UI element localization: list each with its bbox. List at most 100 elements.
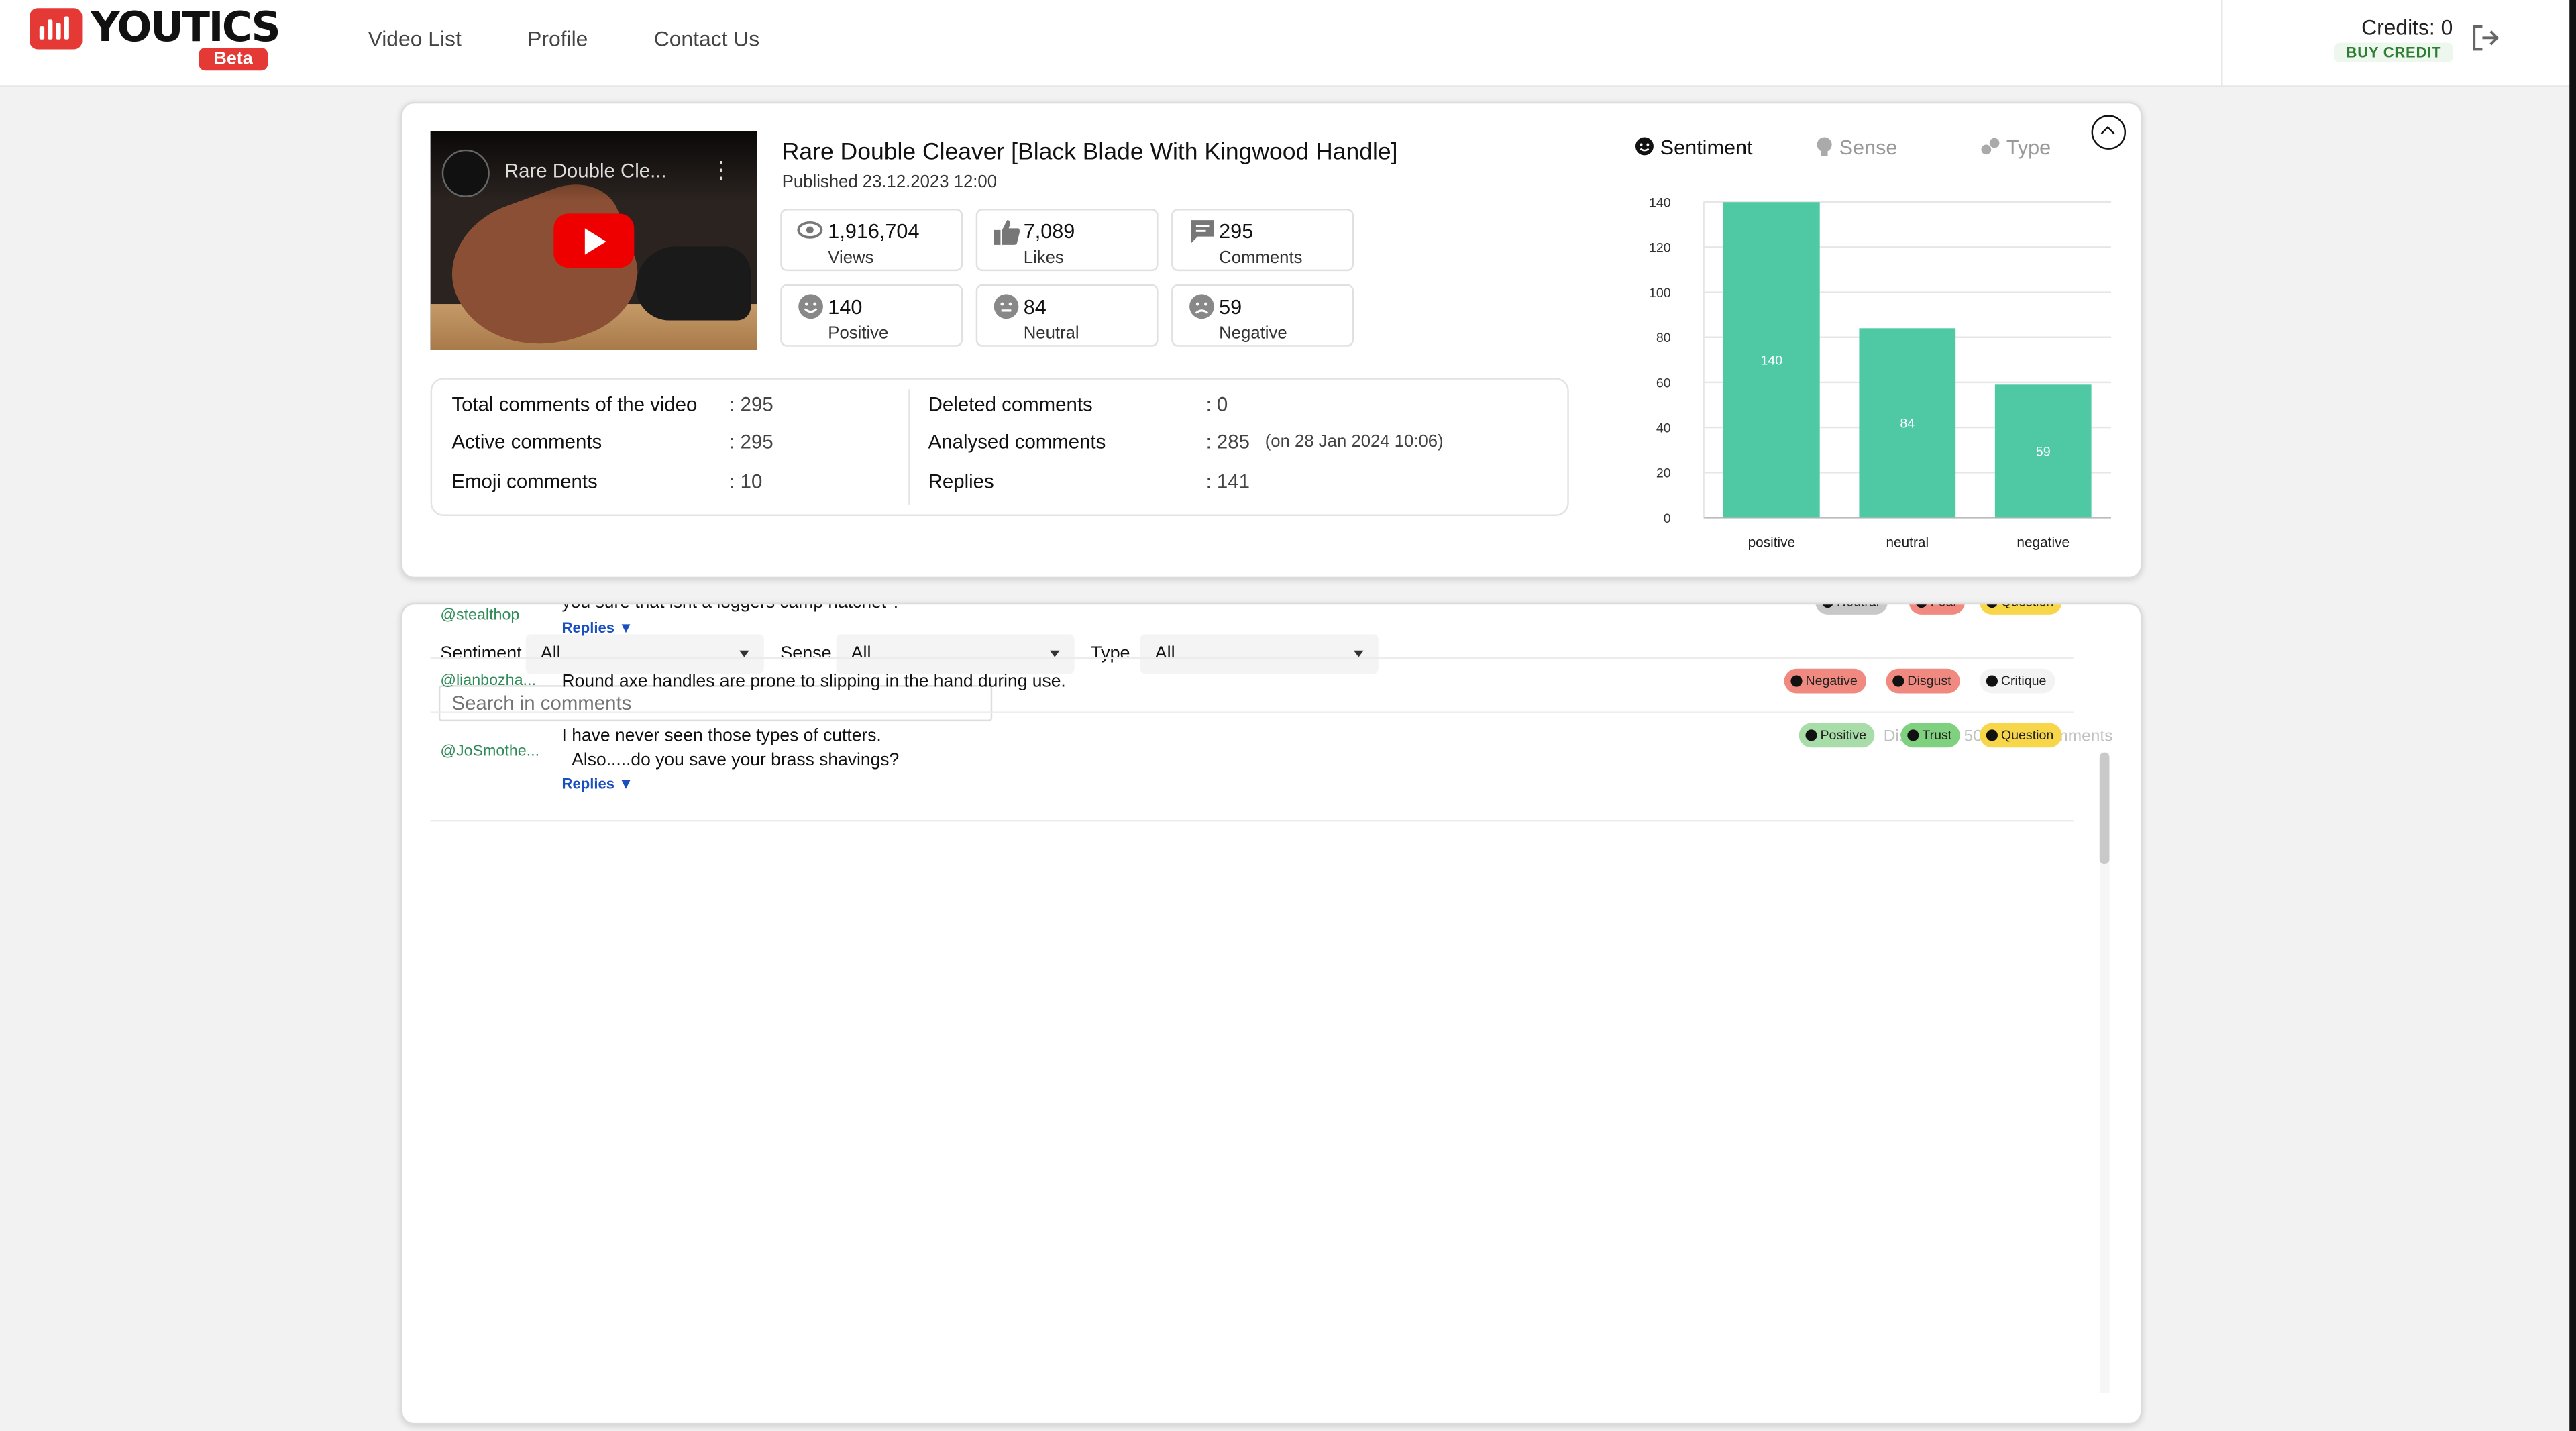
tab-sentiment[interactable]: Sentiment: [1635, 136, 1753, 160]
tab-sense[interactable]: Sense: [1815, 136, 1898, 160]
stat-positive: 140 Positive: [780, 284, 963, 347]
smile-icon: [1635, 137, 1654, 156]
shapes-icon: [1986, 604, 1998, 608]
tab-label: Type: [2006, 136, 2051, 160]
summary-label: Replies: [928, 470, 994, 493]
lightbulb-icon: [1915, 604, 1927, 608]
more-options-icon[interactable]: ⋮: [709, 156, 733, 182]
data-label: 140: [1761, 354, 1783, 368]
comment-text-line-2: Also.....do you save your brass shavings…: [572, 751, 900, 771]
chip-label: Fear: [1931, 604, 1957, 609]
comment-row: @JoSmothe... I have never seen those type…: [430, 711, 2074, 822]
stat-label: Comments: [1219, 248, 1303, 268]
stat-value: 7,089: [1023, 220, 1075, 244]
stat-likes: 7,089 Likes: [975, 209, 1159, 272]
stat-label: Negative: [1219, 323, 1287, 343]
stat-value: 84: [1023, 295, 1046, 319]
x-tick-label: positive: [1748, 535, 1796, 551]
summary-value: : 285: [1205, 430, 1250, 454]
chip-label: Neutral: [1837, 604, 1879, 609]
tab-label: Sense: [1839, 136, 1898, 160]
data-label: 84: [1900, 417, 1915, 431]
summary-value: : 295: [729, 392, 773, 416]
video-thumbnail[interactable]: Rare Double Cle... ⋮: [430, 131, 757, 350]
summary-value: : 10: [729, 470, 763, 493]
play-button-icon[interactable]: [553, 213, 635, 268]
stat-label: Positive: [828, 323, 889, 343]
select-value: All: [1155, 644, 1175, 664]
lightbulb-icon: [1892, 675, 1904, 687]
summary-label: Analysed comments: [928, 430, 1106, 454]
bar: [1994, 384, 2092, 518]
eye-icon: [797, 221, 823, 239]
chevron-down-icon: [739, 650, 749, 657]
summary-label: Total comments of the video: [451, 392, 698, 416]
logo-text: YOUTICS: [90, 3, 281, 51]
face-icon: [1790, 675, 1803, 687]
chip-label: Trust: [1922, 727, 1952, 743]
summary-divider: [908, 389, 910, 505]
channel-avatar: [441, 149, 490, 197]
x-tick-label: neutral: [1886, 535, 1929, 551]
sense-filter-label: Sense: [780, 644, 832, 664]
shapes-icon: [1986, 675, 1998, 687]
video-summary-card: Rare Double Cle... ⋮ Rare Double Cleaver…: [400, 101, 2143, 579]
bar: [1859, 328, 1956, 518]
sentiment-chip: Negative: [1784, 668, 1866, 694]
lightbulb-icon: [1817, 137, 1832, 156]
tab-label: Sentiment: [1660, 136, 1753, 160]
replies-toggle[interactable]: Replies ▼: [561, 775, 633, 792]
buy-credit-button[interactable]: BUY CREDIT: [2334, 42, 2453, 63]
comment-summary-box: Total comments of the video : 295 Active…: [430, 378, 1569, 516]
collapse-toggle-icon[interactable]: [2091, 115, 2127, 150]
stat-value: 140: [828, 295, 863, 319]
replies-toggle[interactable]: Replies ▼: [561, 619, 633, 636]
y-tick-label: 140: [1649, 196, 1671, 211]
logout-icon[interactable]: [2471, 23, 2500, 52]
sentiment-select[interactable]: All: [525, 634, 764, 674]
y-tick-label: 120: [1649, 241, 1671, 256]
sense-chip: Fear: [1909, 604, 1966, 615]
lightbulb-icon: [1907, 729, 1919, 741]
stat-negative: 59 Negative: [1171, 284, 1354, 347]
data-label: 59: [2036, 445, 2051, 460]
scrollbar[interactable]: [2099, 752, 2110, 1393]
bars-logo-icon: [30, 8, 83, 50]
nav-video-list[interactable]: Video List: [368, 26, 462, 51]
analysed-date-note: (on 28 Jan 2024 10:06): [1265, 432, 1444, 452]
summary-label: Emoji comments: [451, 470, 598, 493]
nav-profile[interactable]: Profile: [527, 26, 588, 51]
stat-views: 1,916,704 Views: [780, 209, 963, 272]
shapes-icon: [1981, 138, 2000, 155]
scrollbar-thumb[interactable]: [2099, 752, 2110, 865]
type-chip: Question: [1980, 604, 2062, 615]
youtics-logo[interactable]: YOUTICS Beta: [30, 3, 281, 71]
comment-text: Round axe handles are prone to slipping …: [561, 672, 1066, 692]
stat-label: Views: [828, 248, 874, 268]
comment-author[interactable]: @lianbozha...: [440, 672, 536, 690]
sense-select[interactable]: All: [836, 634, 1075, 674]
nav-contact-us[interactable]: Contact Us: [653, 26, 760, 51]
video-title: Rare Double Cleaver [Black Blade With Ki…: [782, 140, 1398, 166]
thumb-glove: [635, 246, 751, 321]
comment-author[interactable]: @JoSmothe...: [440, 742, 540, 761]
window-edge: [2569, 0, 2576, 1431]
thumb-title: Rare Double Cle...: [504, 159, 667, 182]
stat-comments: 295 Comments: [1171, 209, 1354, 272]
type-select[interactable]: All: [1140, 634, 1379, 674]
comment-row: @stealthop you sure that isnt a loggers c…: [430, 604, 2074, 659]
comment-author[interactable]: @stealthop: [440, 606, 520, 625]
chip-label: Negative: [1805, 674, 1858, 689]
search-input[interactable]: [438, 685, 993, 722]
sentiment-chip: Positive: [1799, 723, 1875, 748]
comment-text: you sure that isnt a loggers camp hatche…: [562, 604, 902, 613]
stat-neutral: 84 Neutral: [975, 284, 1159, 347]
comment-icon: [1191, 220, 1214, 244]
y-tick-label: 60: [1656, 376, 1671, 390]
type-filter-label: Type: [1091, 644, 1130, 664]
select-value: All: [851, 644, 871, 664]
tab-type[interactable]: Type: [1980, 136, 2051, 160]
sentiment-chip: Neutral: [1815, 604, 1888, 615]
sentiment-bar-chart: 0 20 40 60 80 100 120 140 140 positive 84 neutral 59…: [1649, 196, 2111, 551]
beta-badge: Beta: [199, 48, 268, 71]
